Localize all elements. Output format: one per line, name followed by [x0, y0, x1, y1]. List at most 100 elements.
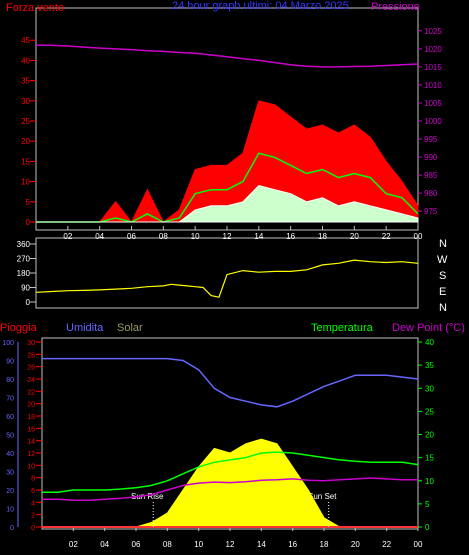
temp-y-tick: 25 — [425, 407, 434, 416]
rain-y-tick: 20 — [27, 402, 35, 409]
wind-x-tick: 18 — [318, 232, 327, 241]
weather-x-tick: 08 — [163, 540, 172, 549]
wind-y-tick: 5 — [26, 198, 31, 207]
temp-y-tick: 5 — [425, 500, 430, 509]
temperature-axis-label: Temperatura — [311, 322, 374, 334]
wind-axis-label: Forza vento — [6, 2, 64, 14]
humidity-y-tick: 0 — [10, 525, 14, 532]
pressure-y-tick: 1010 — [424, 81, 442, 90]
temp-y-tick: 40 — [425, 338, 434, 347]
direction-y-tick: 360 — [17, 240, 31, 249]
humidity-y-tick: 10 — [6, 507, 14, 514]
pressure-axis-label: Pressione — [371, 1, 420, 13]
wind-y-tick: 0 — [26, 218, 31, 227]
compass-n-bottom: N — [439, 302, 447, 314]
temp-y-tick: 0 — [425, 523, 430, 532]
pressure-y-tick: 1015 — [424, 63, 442, 72]
rain-y-tick: 8 — [31, 476, 35, 483]
rain-y-tick: 6 — [31, 488, 35, 495]
direction-y-tick: 180 — [17, 269, 31, 278]
weather-x-tick: 16 — [288, 540, 297, 549]
wind-x-tick: 16 — [286, 232, 295, 241]
wind-x-tick: 20 — [350, 232, 359, 241]
wind-direction-series — [35, 259, 419, 298]
weather-x-tick: 12 — [226, 540, 235, 549]
pressure-y-tick: 985 — [424, 171, 438, 180]
pressure-series — [36, 44, 419, 68]
weather-x-tick: 14 — [257, 540, 266, 549]
wind-y-tick: 10 — [21, 178, 30, 187]
temperature-series — [42, 451, 419, 494]
rain-y-tick: 22 — [27, 389, 35, 396]
humidity-y-tick: 80 — [6, 377, 14, 384]
wind-y-tick: 25 — [21, 117, 30, 126]
direction-y-tick: 270 — [17, 255, 31, 264]
wind-y-tick: 30 — [21, 97, 30, 106]
rain-y-tick: 12 — [27, 451, 35, 458]
wind-y-tick: 40 — [21, 56, 30, 65]
weather-x-tick: 18 — [320, 540, 329, 549]
wind-low-series — [36, 185, 419, 223]
wind-y-tick: 20 — [21, 137, 30, 146]
temp-y-tick: 10 — [425, 477, 434, 486]
rain-y-tick: 28 — [27, 352, 35, 359]
compass-n-top: N — [439, 238, 447, 250]
pressure-y-tick: 1005 — [424, 99, 442, 108]
humidity-y-tick: 60 — [6, 414, 14, 421]
dewpoint-series — [42, 477, 418, 501]
wind-x-tick: 04 — [95, 232, 104, 241]
humidity-y-tick: 30 — [6, 470, 14, 477]
rain-y-tick: 2 — [31, 513, 35, 520]
pressure-y-tick: 980 — [424, 189, 438, 198]
wind-x-tick: 02 — [63, 232, 72, 241]
humidity-y-tick: 20 — [6, 488, 14, 495]
pressure-y-tick: 1020 — [424, 45, 442, 54]
wind-y-tick: 35 — [21, 77, 30, 86]
wind-x-tick: 10 — [191, 232, 200, 241]
wind-y-tick: 45 — [21, 36, 30, 45]
weather-x-tick: 22 — [382, 540, 391, 549]
wind-y-tick: 15 — [21, 157, 30, 166]
humidity-y-tick: 40 — [6, 451, 14, 458]
compass-e: E — [439, 286, 446, 298]
rain-y-tick: 30 — [27, 340, 35, 347]
weather-x-tick: 02 — [69, 540, 78, 549]
wind-x-tick: 06 — [127, 232, 136, 241]
humidity-axis-label: Umidita — [66, 322, 104, 334]
wind-x-tick: 00 — [414, 232, 423, 241]
solar-axis-label: Solar — [117, 322, 143, 334]
wind-x-tick: 14 — [254, 232, 263, 241]
pressure-y-tick: 1025 — [424, 27, 442, 36]
temp-y-tick: 30 — [425, 384, 434, 393]
wind-x-tick: 08 — [159, 232, 168, 241]
rain-y-tick: 4 — [31, 500, 35, 507]
weather-x-tick: 00 — [414, 540, 423, 549]
rain-y-tick: 10 — [27, 463, 35, 470]
humidity-y-tick: 90 — [6, 359, 14, 366]
weather-x-tick: 10 — [194, 540, 203, 549]
compass-w: W — [437, 254, 448, 266]
direction-y-tick: 0 — [26, 298, 31, 307]
humidity-y-tick: 100 — [2, 340, 14, 347]
direction-y-tick: 90 — [21, 284, 30, 293]
dewpoint-axis-label: Dew Point (°C) — [392, 322, 465, 334]
humidity-y-tick: 50 — [6, 433, 14, 440]
rain-y-tick: 18 — [27, 414, 35, 421]
weather-x-tick: 06 — [132, 540, 141, 549]
chart-title: 24 hour graph ultimi: 04 Marzo 2025 — [172, 0, 349, 12]
rain-y-tick: 16 — [27, 426, 35, 433]
humidity-y-tick: 70 — [6, 396, 14, 403]
pressure-y-tick: 975 — [424, 207, 438, 216]
humidity-series — [42, 357, 419, 408]
rain-y-tick: 0 — [31, 525, 35, 532]
wind-x-tick: 22 — [382, 232, 391, 241]
pressure-y-tick: 995 — [424, 135, 438, 144]
weather-x-tick: 20 — [351, 540, 360, 549]
temp-y-tick: 15 — [425, 454, 434, 463]
rain-y-tick: 24 — [27, 377, 35, 384]
direction-panel-frame — [35, 237, 419, 309]
wind-gust-series — [36, 100, 419, 223]
temp-y-tick: 35 — [425, 361, 434, 370]
rain-y-tick: 14 — [27, 439, 35, 446]
